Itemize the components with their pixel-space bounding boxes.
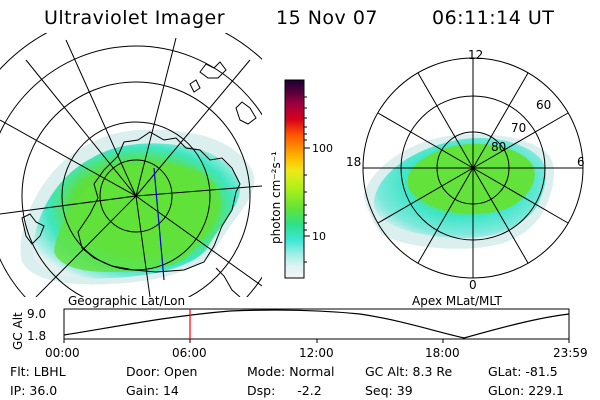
ip-label: IP: — [10, 383, 26, 398]
altitude-plot-frame — [63, 308, 570, 340]
colorbar-gradient — [284, 79, 305, 279]
seq-label: Seq: — [365, 383, 393, 398]
geographic-map-panel — [0, 33, 262, 297]
glon-info: GLon: 229.1 — [488, 383, 564, 398]
image-date: 15 Nov 07 — [276, 7, 379, 29]
glon-value: 229.1 — [528, 383, 564, 398]
gc-alt-label: GC Alt: — [365, 364, 409, 379]
image-time: 06:11:14 UT — [432, 7, 555, 29]
altitude-x-ticks — [63, 339, 570, 343]
seq-value: 39 — [396, 383, 413, 398]
altitude-ytick-1-8: 1.8 — [27, 329, 46, 343]
mlat-label-70: 70 — [511, 121, 526, 135]
door-value: Open — [164, 364, 198, 379]
gc-alt-info: GC Alt: 8.3 Re — [365, 364, 452, 379]
altitude-plot: GC Alt 9.0 1.8 00:00 06:00 12:00 18:00 2… — [11, 307, 588, 360]
altitude-xtick-1800: 18:00 — [425, 346, 460, 360]
magnetic-polar-panel: 12 18 6 0 60 70 80 — [346, 48, 585, 292]
mlat-label-60: 60 — [536, 98, 551, 112]
gain-info: Gain: 14 — [126, 383, 179, 398]
gain-label: Gain: — [126, 383, 159, 398]
seq-info: Seq: 39 — [365, 383, 413, 398]
mlat-label-80: 80 — [491, 140, 506, 154]
filter-label: Flt: — [10, 364, 30, 379]
ip-info: IP: 36.0 — [10, 383, 57, 398]
geo-coastlines — [21, 61, 257, 297]
mag-aurora-image — [361, 134, 555, 249]
altitude-xtick-2359: 23:59 — [553, 346, 588, 360]
altitude-xtick-1200: 12:00 — [299, 346, 334, 360]
mlt-label-6: 6 — [577, 155, 585, 169]
glat-value: -81.5 — [525, 364, 558, 379]
geo-subsolar-meridian — [153, 167, 165, 281]
dsp-info: Dsp: -2.2 — [247, 383, 322, 398]
mode-label: Mode: — [247, 364, 286, 379]
instrument-title: Ultraviolet Imager — [44, 7, 226, 29]
colorbar-unit-label: photon cm⁻²s⁻¹ — [269, 151, 283, 244]
filter-info: Flt: LBHL — [10, 364, 66, 379]
ip-value: 36.0 — [29, 383, 58, 398]
filter-value: LBHL — [33, 364, 66, 379]
colorbar-minor-ticks — [304, 96, 307, 263]
mlt-label-18: 18 — [346, 155, 361, 169]
gc-alt-value: 8.3 Re — [412, 364, 453, 379]
altitude-xtick-0000: 00:00 — [45, 346, 80, 360]
altitude-curve — [63, 309, 570, 339]
colorbar: 100 10 photon cm⁻²s⁻¹ — [269, 79, 333, 279]
altitude-ytick-9: 9.0 — [27, 307, 46, 321]
mode-info: Mode: Normal — [247, 364, 335, 379]
dsp-label: Dsp: — [247, 383, 276, 398]
door-info: Door: Open — [126, 364, 197, 379]
glat-label: GLat: — [488, 364, 522, 379]
glat-info: GLat: -81.5 — [488, 364, 558, 379]
mode-value: Normal — [289, 364, 335, 379]
mlt-label-12: 12 — [468, 48, 483, 62]
geo-longitude-lines — [0, 37, 262, 297]
colorbar-tick-label-10: 10 — [312, 230, 326, 243]
geo-aurora-image — [20, 129, 255, 285]
altitude-xtick-0600: 06:00 — [172, 346, 207, 360]
altitude-axis-label: GC Alt — [11, 312, 25, 350]
dsp-value: -2.2 — [297, 383, 322, 398]
mag-panel-label: Apex MLat/MLT — [412, 294, 502, 308]
mlt-label-0: 0 — [469, 278, 477, 292]
geo-latitude-circles — [0, 33, 262, 297]
door-label: Door: — [126, 364, 161, 379]
colorbar-tick-label-100: 100 — [312, 142, 333, 155]
mag-mlt-lines — [363, 58, 583, 278]
gain-value: 14 — [162, 383, 179, 398]
geo-panel-label: Geographic Lat/Lon — [68, 294, 185, 308]
glon-label: GLon: — [488, 383, 525, 398]
